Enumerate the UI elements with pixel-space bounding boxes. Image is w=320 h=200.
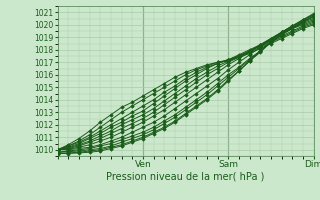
X-axis label: Pression niveau de la mer( hPa ): Pression niveau de la mer( hPa ) xyxy=(107,172,265,182)
